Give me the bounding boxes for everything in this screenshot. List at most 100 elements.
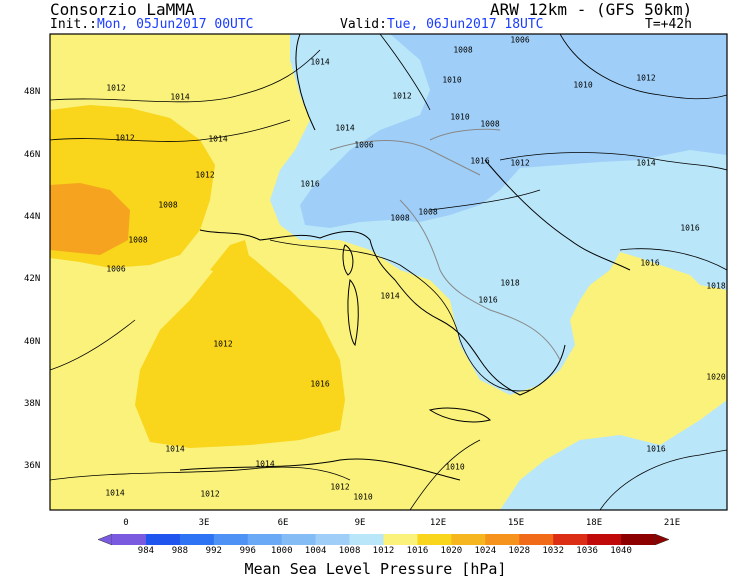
isobar-label: 1016 [680, 223, 700, 233]
colorbar-tick-label: 1024 [474, 546, 497, 556]
colorbar-tick-label: 1004 [304, 546, 327, 556]
lon-label: 12E [429, 518, 447, 528]
isobar-label: 1008 [390, 213, 410, 223]
colorbar-tick-label: 1032 [542, 546, 565, 556]
area-se-1012 [500, 400, 727, 510]
header-init: Init.:Mon, 05Jun2017 00UTC [50, 17, 254, 32]
isobar-label: 1016 [300, 179, 320, 189]
isobar-label: 1012 [106, 83, 126, 93]
colorbar-tick-label: 1016 [406, 546, 429, 556]
header-model: ARW 12km - (GFS 50km) [490, 0, 693, 19]
colorbar-tick-label: 992 [205, 546, 222, 556]
colorbar-tick-label: 988 [171, 546, 189, 556]
map-frame [49, 33, 728, 511]
isobar-label: 1014 [636, 158, 656, 168]
isobar-label: 1010 [573, 80, 593, 90]
header-org: Consorzio LaMMA [50, 0, 195, 19]
isobar-label: 1014 [165, 444, 185, 454]
isobar-label: 1018 [706, 281, 726, 291]
isobar-label: 1016 [478, 295, 498, 305]
lon-label: 21E [663, 518, 681, 528]
isobar-label: 1014 [208, 134, 228, 144]
isobar-label: 1014 [335, 123, 355, 133]
isobar-label: 1010 [353, 492, 373, 502]
lon-label: 0 [123, 518, 129, 528]
colorbar-title: Mean Sea Level Pressure [hPa] [244, 560, 507, 578]
colorbar-swatch [519, 534, 554, 545]
isobar-label: 1008 [453, 45, 473, 55]
lat-label: 42N [24, 274, 41, 284]
colorbar-swatch [621, 534, 656, 545]
isobar-label: 1016 [646, 444, 666, 454]
colorbar-swatch [417, 534, 452, 545]
init-label: Init.: [50, 17, 97, 32]
lat-label: 48N [24, 87, 41, 97]
area-med-high [135, 245, 345, 448]
lat-label: 36N [24, 461, 41, 471]
isobar-label: 1010 [450, 112, 470, 122]
isobar-label: 1014 [380, 291, 400, 301]
lon-label: 18E [585, 518, 603, 528]
header-valid: Valid:Tue, 06Jun2017 18UTC [340, 17, 544, 32]
lon-label: 15E [507, 518, 525, 528]
valid-value: Tue, 06Jun2017 18UTC [386, 17, 544, 32]
area-1020-1024 [50, 183, 130, 255]
isobar-label: 1006 [510, 35, 530, 45]
colorbar [97, 533, 670, 546]
valid-label: Valid: [340, 17, 387, 32]
colorbar-swatch [281, 534, 316, 545]
isobar-label: 1016 [470, 156, 490, 166]
lat-label: 46N [24, 150, 41, 160]
colorbar-tick-label: 1028 [508, 546, 531, 556]
colorbar-tick-label: 1008 [338, 546, 361, 556]
colorbar-tick-label: 996 [239, 546, 256, 556]
colorbar-tick-label: 1000 [270, 546, 293, 556]
colorbar-swatch [485, 534, 520, 545]
isobar-label: 1008 [158, 200, 178, 210]
isobar-label: 1012 [510, 158, 530, 168]
isobar-label: 1008 [128, 235, 148, 245]
colorbar-arrow-left [97, 533, 113, 546]
isobar-label: 1010 [445, 462, 465, 472]
colorbar-tick-label: 1012 [372, 546, 395, 556]
isobar-label: 1020 [706, 372, 726, 382]
isobar-label: 1012 [392, 91, 412, 101]
colorbar-swatch [247, 534, 282, 545]
colorbar-swatch [451, 534, 486, 545]
isobar-label: 1006 [106, 264, 126, 274]
colorbar-arrow-right [654, 533, 670, 546]
colorbar-swatch [587, 534, 622, 545]
init-value: Mon, 05Jun2017 00UTC [96, 17, 254, 32]
colorbar-tick-label: 1040 [610, 546, 632, 556]
isobar-label: 1018 [500, 278, 520, 288]
colorbar-tick-label: 1036 [576, 546, 598, 556]
isobar-label: 1014 [105, 488, 125, 498]
colorbar-tick-label: 984 [137, 546, 155, 556]
isobar-label: 1010 [442, 75, 462, 85]
lon-label: 6E [277, 518, 289, 528]
colorbar-swatch [213, 534, 249, 545]
colorbar-swatch [553, 534, 588, 545]
lat-label: 44N [24, 212, 41, 222]
colorbar-swatch [179, 534, 215, 545]
area-med-high2 [210, 240, 250, 275]
lon-label: 3E [198, 518, 210, 528]
isobar-label: 1006 [354, 140, 374, 150]
isobar-label: 1014 [310, 57, 330, 67]
lon-label: 9E [354, 518, 366, 528]
isobar-label: 1012 [195, 170, 215, 180]
isobar-label: 1016 [640, 258, 660, 268]
colorbar-swatch [349, 534, 384, 545]
isobar-label: 1008 [480, 119, 500, 129]
isobar-label: 1016 [310, 379, 330, 389]
colorbar-swatch [145, 534, 181, 545]
lat-label: 40N [24, 337, 41, 347]
isobar-label: 1012 [330, 482, 350, 492]
isobar-label: 1014 [255, 459, 275, 469]
coastlines [179, 33, 631, 481]
area-1004-1008 [300, 34, 727, 228]
colorbar-tick-label: 1020 [440, 546, 463, 556]
lat-label: 38N [24, 399, 41, 409]
isobar-label: 1012 [636, 73, 656, 83]
